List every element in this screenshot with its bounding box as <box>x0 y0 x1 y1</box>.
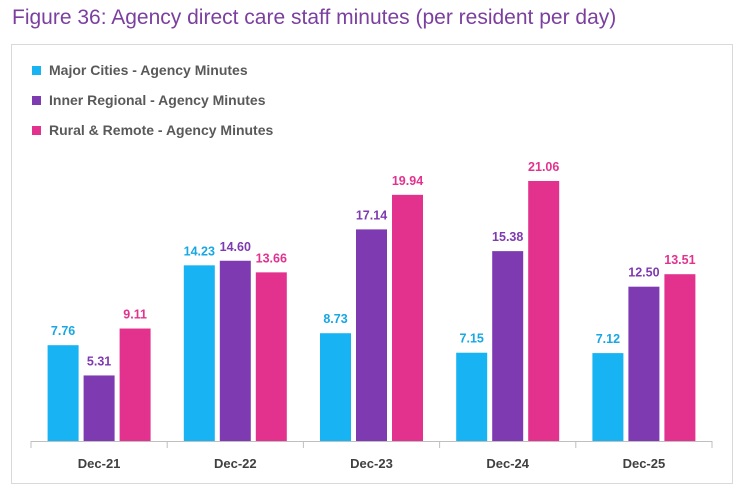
legend-label-rural-remote-agency-minutes: Rural & Remote - Agency Minutes <box>49 122 274 138</box>
x-tick-label-dec-24: Dec-24 <box>486 456 529 471</box>
data-label-major-cities-agency-minutes-dec-25: 7.12 <box>596 332 620 346</box>
bar-inner-regional-agency-minutes-dec-21 <box>83 375 115 441</box>
bar-major-cities-agency-minutes-dec-24 <box>456 352 488 441</box>
x-tick-label-dec-21: Dec-21 <box>78 456 121 471</box>
data-label-rural-remote-agency-minutes-dec-21: 9.11 <box>123 308 147 322</box>
legend-swatch-inner-regional-agency-minutes <box>32 96 41 105</box>
bar-inner-regional-agency-minutes-dec-23 <box>356 229 387 441</box>
legend-swatch-major-cities-agency-minutes <box>32 66 41 75</box>
data-label-inner-regional-agency-minutes-dec-24: 15.38 <box>492 230 523 244</box>
data-label-rural-remote-agency-minutes-dec-25: 13.51 <box>664 253 695 267</box>
x-tick-label-dec-23: Dec-23 <box>350 456 393 471</box>
data-label-inner-regional-agency-minutes-dec-21: 5.31 <box>87 354 111 368</box>
legend-label-major-cities-agency-minutes: Major Cities - Agency Minutes <box>49 62 248 78</box>
data-label-inner-regional-agency-minutes-dec-25: 12.50 <box>628 266 659 280</box>
data-label-inner-regional-agency-minutes-dec-22: 14.60 <box>220 240 251 254</box>
data-label-major-cities-agency-minutes-dec-22: 14.23 <box>184 244 215 258</box>
bar-inner-regional-agency-minutes-dec-25 <box>628 286 660 441</box>
x-tick-label-dec-25: Dec-25 <box>623 456 666 471</box>
legend-swatch-rural-remote-agency-minutes <box>32 126 41 135</box>
bar-major-cities-agency-minutes-dec-21 <box>47 345 79 441</box>
data-label-major-cities-agency-minutes-dec-24: 7.15 <box>460 332 484 346</box>
figure-title: Figure 36: Agency direct care staff minu… <box>12 6 617 29</box>
bar-inner-regional-agency-minutes-dec-24 <box>492 251 524 441</box>
bar-rural-remote-agency-minutes-dec-25 <box>664 274 696 441</box>
data-label-rural-remote-agency-minutes-dec-23: 19.94 <box>392 174 423 188</box>
bar-major-cities-agency-minutes-dec-23 <box>320 333 351 441</box>
data-label-rural-remote-agency-minutes-dec-22: 13.66 <box>256 251 287 265</box>
data-label-rural-remote-agency-minutes-dec-24: 21.06 <box>528 160 559 174</box>
bar-major-cities-agency-minutes-dec-25 <box>592 353 624 441</box>
x-tick-label-dec-22: Dec-22 <box>214 456 257 471</box>
bar-major-cities-agency-minutes-dec-22 <box>183 265 215 441</box>
data-label-major-cities-agency-minutes-dec-23: 8.73 <box>323 312 347 326</box>
bar-rural-remote-agency-minutes-dec-24 <box>528 181 560 441</box>
data-label-inner-regional-agency-minutes-dec-23: 17.14 <box>356 208 387 222</box>
legend-label-inner-regional-agency-minutes: Inner Regional - Agency Minutes <box>49 92 266 108</box>
bar-rural-remote-agency-minutes-dec-22 <box>255 272 287 441</box>
bar-rural-remote-agency-minutes-dec-21 <box>119 328 151 441</box>
bar-inner-regional-agency-minutes-dec-22 <box>219 260 251 441</box>
bar-rural-remote-agency-minutes-dec-23 <box>392 194 423 441</box>
data-label-major-cities-agency-minutes-dec-21: 7.76 <box>51 324 75 338</box>
